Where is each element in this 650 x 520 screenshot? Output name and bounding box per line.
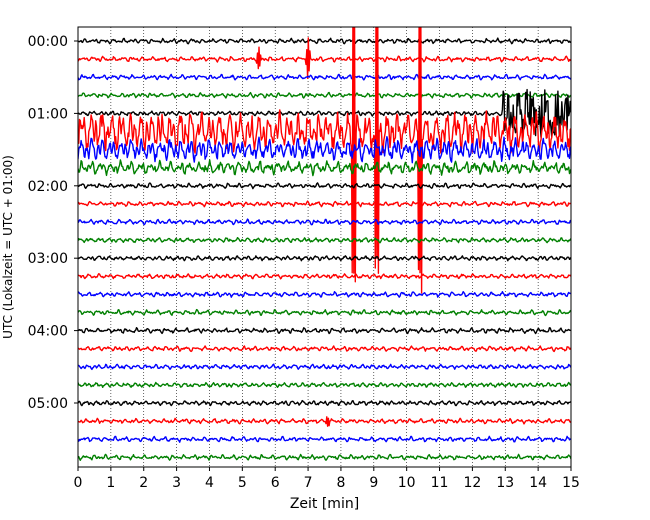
trace-line-0300	[78, 255, 571, 262]
trace-line-0245	[78, 236, 571, 244]
x-tick-label: 4	[205, 475, 214, 491]
seismogram-traces	[78, 27, 571, 461]
trace-line-0315	[78, 273, 571, 280]
trace-line-0445	[78, 381, 571, 388]
vertical-grid	[110, 27, 539, 467]
y-tick-label: 02:00	[28, 179, 68, 195]
trace-line-0500	[78, 399, 571, 407]
x-tick-label: 3	[172, 475, 181, 491]
trace-line-0515	[78, 416, 571, 427]
trace-line-0100	[78, 88, 571, 139]
x-tick-label: 0	[74, 475, 83, 491]
trace-line-0015	[78, 37, 571, 80]
y-tick-label: 05:00	[28, 396, 68, 412]
trace-line-0000	[78, 37, 571, 45]
trace-line-0030	[78, 73, 571, 81]
trace-line-0230	[78, 218, 571, 226]
x-axis-ticks: 0 1 2 3 4 5 6 7 8 9 10 11 12 13 14 15	[74, 467, 580, 491]
y-axis-ticks: 00:00 01:00 02:00 03:00 04:00 05:00	[28, 34, 78, 412]
trace-line-0115	[78, 27, 571, 294]
y-tick-label: 01:00	[28, 106, 68, 122]
x-tick-label: 2	[139, 475, 148, 491]
trace-line-0415	[78, 345, 571, 353]
x-tick-label: 6	[271, 475, 280, 491]
trace-line-0145	[78, 159, 571, 177]
trace-line-0200	[78, 182, 571, 190]
y-tick-label: 03:00	[28, 251, 68, 267]
x-tick-label: 7	[304, 475, 313, 491]
x-tick-label: 13	[496, 475, 514, 491]
x-tick-label: 11	[431, 475, 449, 491]
x-tick-label: 15	[562, 475, 580, 491]
x-axis-label: Zeit [min]	[290, 496, 359, 512]
trace-line-0530	[78, 435, 571, 443]
x-tick-label: 5	[238, 475, 247, 491]
y-tick-label: 00:00	[28, 34, 68, 50]
trace-line-0330	[78, 291, 571, 298]
x-tick-label: 8	[336, 475, 345, 491]
trace-line-0400	[78, 327, 571, 335]
plot-frame	[77, 26, 572, 468]
trace-line-0215	[78, 200, 571, 208]
trace-line-0430	[78, 363, 571, 371]
trace-line-0045	[78, 91, 571, 99]
trace-line-0130	[78, 135, 571, 164]
y-axis-label: UTC (Lokalzeit = UTC + 01:00)	[1, 155, 15, 339]
x-tick-label: 12	[463, 475, 481, 491]
x-tick-label: 9	[369, 475, 378, 491]
trace-line-0545	[78, 453, 571, 461]
trace-line-0345	[78, 308, 571, 317]
x-tick-label: 10	[398, 475, 416, 491]
x-tick-label: 14	[529, 475, 547, 491]
y-tick-label: 04:00	[28, 324, 68, 340]
x-tick-label: 1	[106, 475, 115, 491]
